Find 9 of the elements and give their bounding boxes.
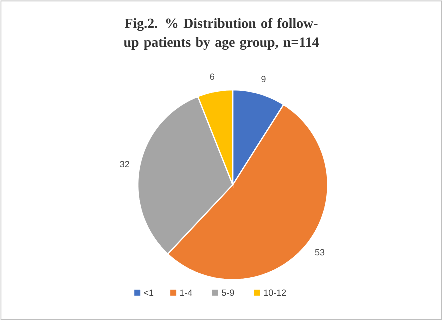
- chart-title: Fig.2. % Distribution of follow-up patients by age group, n=114: [124, 18, 319, 50]
- legend-label: <1: [144, 290, 154, 296]
- legend-label: 1-4: [180, 290, 192, 296]
- legend-label: 10-12: [264, 290, 286, 296]
- data-label: 32: [120, 161, 130, 168]
- data-label: 6: [210, 74, 214, 80]
- data-label: 53: [315, 249, 325, 256]
- legend-label: 5-9: [222, 290, 234, 296]
- data-label: 9: [262, 76, 266, 82]
